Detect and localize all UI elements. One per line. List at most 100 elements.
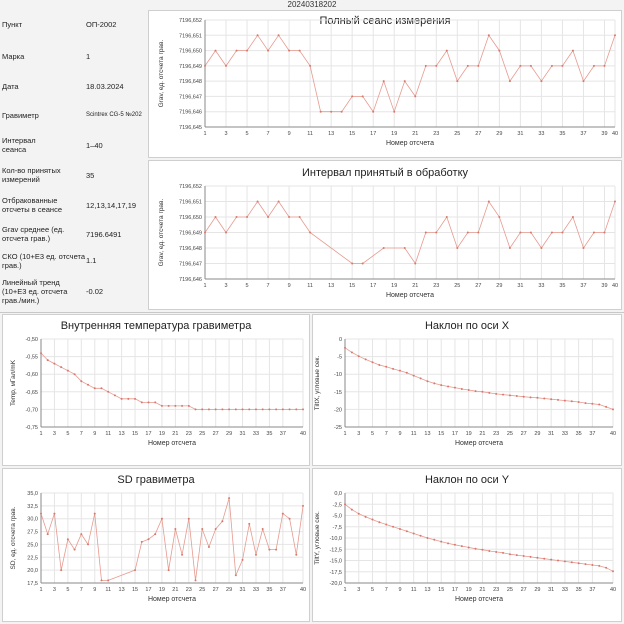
x-tick-label: 40 [610,587,616,593]
data-point [207,546,210,548]
data-point [605,566,608,569]
x-tick-label: 33 [538,131,544,137]
data-point [267,216,270,218]
data-point [309,231,312,234]
y-tick-label: -20 [334,407,342,413]
x-tick-label: 27 [475,283,481,289]
info-value: 7196.6491 [86,230,122,239]
data-point [267,49,270,52]
data-point [561,231,564,234]
data-point [201,528,204,530]
x-tick-label: 13 [424,587,430,593]
x-tick-label: 7 [267,131,270,137]
y-tick-label: 0,0 [334,491,342,497]
data-point [87,543,90,546]
y-tick-label: -5,0 [333,514,342,520]
y-tick-label: 27,5 [27,530,38,536]
data-point [498,49,501,52]
x-tick-label: 7 [385,431,388,437]
data-point [447,385,450,388]
data-point [298,216,301,218]
data-point [140,540,143,543]
data-point [582,80,585,83]
chart-svg: 0-5-10-15-20-251 3 5 7 9 11 13 15 17 19 21 23 25 27 29… [314,337,616,447]
data-point [350,508,353,511]
y-tick-label: 7196,647 [179,262,202,268]
y-tick-label: 7196,646 [179,277,202,283]
data-point [120,397,123,400]
data-point [435,64,438,67]
x-tick-label: 13 [328,131,334,137]
x-tick-label: 21 [172,431,178,437]
x-tick-label: 35 [266,431,272,437]
chart-panel-tilt-y: Наклон по оси Y 0,0 -2,5 -5,0 -7,5 -10,0 -12,5… [312,468,622,622]
data-point [361,262,364,265]
y-tick-label: 7196,651 [179,33,202,39]
data-point [93,512,96,515]
data-point [351,262,354,265]
data-point [392,525,395,528]
y-tick-label: -0,55 [25,355,38,361]
data-point [612,408,614,411]
data-point [515,395,518,398]
data-point [557,398,560,401]
x-tick-label: 39 [601,283,607,289]
data-point [268,548,271,551]
x-tick-label: 27 [213,587,219,593]
chart-title: Интервал принятый в обработку [301,167,469,179]
x-tick-label: 29 [534,431,540,437]
x-tick-label: 40 [612,283,618,289]
x-tick-label: 25 [199,587,205,593]
data-point [378,364,381,367]
data-point [447,542,450,545]
data-point [550,398,553,401]
data-point [46,359,49,362]
x-tick-label: 11 [307,283,313,289]
x-tick-label: 27 [475,131,481,137]
data-point [309,64,312,67]
data-point [481,548,484,551]
x-tick-label: 37 [280,587,286,593]
info-value: 12,13,14,17,19 [86,201,137,210]
data-point [571,49,574,52]
info-label: Дата [2,82,19,91]
data-point [194,579,197,582]
x-tick-label: 23 [186,587,192,593]
data-point [603,64,606,67]
x-tick-label: 9 [288,131,291,137]
data-point [508,80,511,83]
data-point [371,361,374,364]
y-tick-label: 7196,650 [179,49,202,55]
x-tick-label: 1 [203,131,206,137]
data-point [433,382,436,385]
data-point [295,408,298,411]
info-label: Марка [2,52,25,61]
data-point [214,216,217,218]
y-tick-label: -12,5 [329,547,342,553]
x-tick-label: 17 [145,431,151,437]
x-tick-label: 5 [246,131,249,137]
data-point [344,503,346,506]
data-point [426,537,429,539]
x-tick-label: 17 [145,587,151,593]
data-point [592,64,595,67]
data-point [100,579,103,582]
data-point [522,395,525,398]
data-point [134,569,137,572]
x-tick-label: 35 [576,431,582,437]
data-point [577,562,580,565]
series-line [40,352,303,410]
data-point [550,231,553,234]
x-tick-label: 9 [288,283,291,289]
data-point [563,399,566,402]
y-tick-label: -5 [337,355,342,361]
info-value: 1–40 [86,141,103,150]
x-tick-label: 1 [343,431,346,437]
chart-panel-accepted-interval: Интервал принятый в обработку 7196,652 719… [148,160,622,310]
y-axis-label: Grav, ед. отсчета грав. [158,40,165,108]
y-axis-label: TiltX, угловые сек. [314,356,321,411]
data-point [582,247,585,249]
x-tick-label: 39 [601,131,607,137]
data-point [53,362,56,365]
x-tick-label: 19 [159,431,165,437]
